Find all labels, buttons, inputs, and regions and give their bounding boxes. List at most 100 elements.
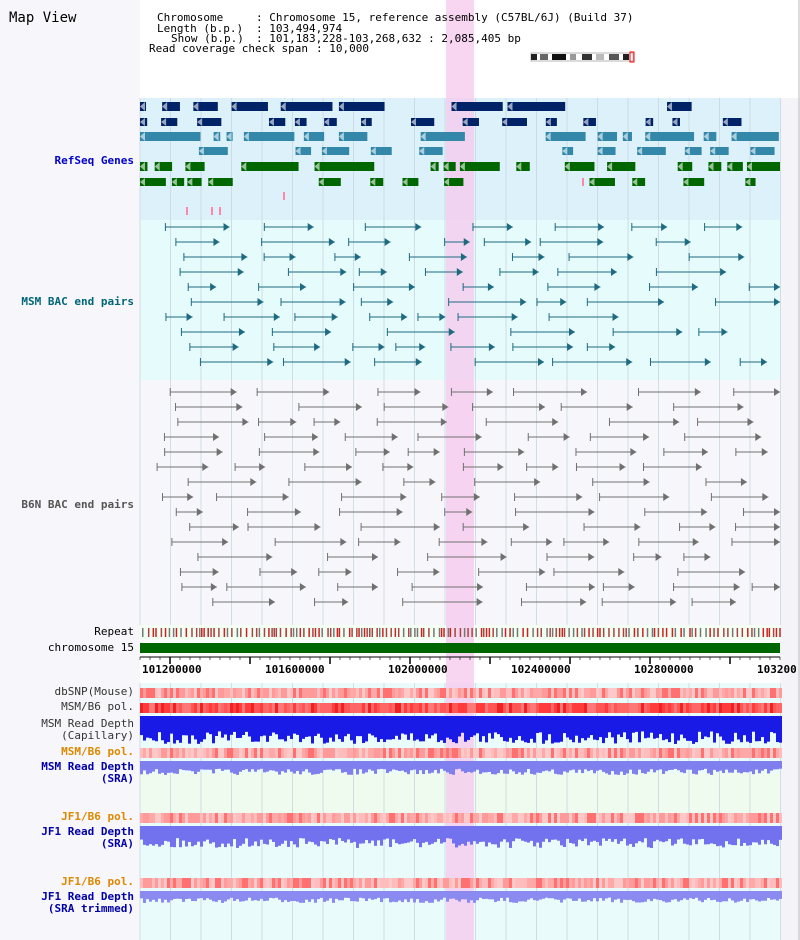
jf1-b6-pol2-cell [269,878,272,888]
jf1-b6-pol2-cell [155,878,158,888]
msm-b6-pol-cell [260,703,263,713]
msm-depth-sra-bar [356,761,359,775]
dbsnp-cell [452,688,455,698]
dbsnp-cell [653,688,656,698]
dbsnp-cell [413,688,416,698]
msm-b6-pol-cell [614,703,617,713]
jf1-b6-pol-cell [653,813,656,823]
repeat-mark [561,628,564,637]
jf1-depth-sra-bar [278,826,281,846]
jf1-b6-pol-cell [536,813,539,823]
msm-b6-pol-cell [491,703,494,713]
gene-block [677,162,693,171]
msm-depth-capillary-bar [218,716,221,732]
b6n-bac-pair-arrow [299,583,306,591]
msm-depth-sra-bar [224,761,227,770]
chromosome-ideogram-icon[interactable] [530,51,635,63]
coverage-label: Read coverage check span [149,42,308,55]
msm-depth-capillary-bar [635,716,638,732]
msm-b6-pol-cell [734,703,737,713]
msm-b6-pol2-cell [215,748,218,758]
jf1-b6-pol-cell [767,813,770,823]
show-value: : 101,183,228-103,268,632 : 2,085,405 bp [256,32,521,45]
jf1-depth-sra-bar [446,826,449,839]
repeat-track[interactable] [142,628,781,637]
msm-bac-pair-arrow [691,283,698,291]
msm-depth-sra-bar [272,761,275,771]
msm-b6-pol-cell [176,703,179,713]
msm-depth-capillary-bar [158,716,161,733]
jf1-depth-sra-bar [686,826,689,845]
jf1-b6-pol-cell [335,813,338,823]
jf1-b6-pol-cell [668,813,671,823]
dbsnp-cell [203,688,206,698]
gene-block [745,178,756,186]
msm-depth-sra-bar [269,761,272,771]
jf1-b6-pol2-cell [737,878,740,888]
jf1-depth-sra-bar [530,826,533,841]
jf1-b6-pol-cell [755,813,758,823]
track-label-b6n-bac[interactable]: B6N BAC end pairs [21,498,134,511]
msm-depth-capillary-bar [374,716,377,738]
gene-arrow [622,132,628,141]
msm-depth-sra-bar [368,761,371,770]
jf1-depth-trimmed-bar [434,891,437,900]
msm-b6-pol2-cell [407,748,410,758]
heat-tracks[interactable] [140,688,782,903]
jf1-depth-sra-bar [611,826,614,842]
jf1-depth-sra-bar [551,826,554,840]
highlight-region[interactable] [446,0,474,940]
msm-bac-pair-arrow [525,238,532,246]
b6n-bac-pairs[interactable] [156,388,780,606]
jf1-b6-pol-cell [665,813,668,823]
repeat-mark [596,628,599,637]
msm-bac-pairs[interactable] [164,223,780,366]
msm-b6-pol2-cell [767,748,770,758]
msm-b6-pol-cell [140,703,143,713]
msm-depth-capillary-bar [752,716,755,732]
dbsnp-cell [182,688,185,698]
jf1-depth-trimmed-bar [239,891,242,902]
refseq-gene-glyphs[interactable] [140,102,780,215]
msm-depth-capillary-bar [434,716,437,734]
repeat-mark [416,628,419,637]
msm-b6-pol2-cell [677,748,680,758]
msm-depth-capillary-bar [164,716,167,744]
jf1-b6-pol-cell [467,813,470,823]
repeat-mark [147,628,150,637]
msm-b6-pol-cell [167,703,170,713]
msm-depth-sra-bar [638,761,641,770]
jf1-b6-pol2-cell [317,878,320,888]
dbsnp-cell [359,688,362,698]
jf1-depth-trimmed-bar [614,891,617,900]
jf1-depth-trimmed-bar [482,891,485,899]
repeat-mark [343,628,345,637]
msm-depth-capillary-bar [575,716,578,736]
msm-depth-capillary-bar [311,716,314,744]
msm-depth-sra-bar [686,761,689,770]
track-label-refseq[interactable]: RefSeq Genes [54,154,134,167]
msm-bac-pair-arrow [289,253,296,261]
jf1-depth-sra-bar [362,826,365,844]
msm-b6-pol-cell [272,703,275,713]
jf1-b6-pol2-cell [449,878,452,888]
msm-bac-pair-arrow [460,253,467,261]
gene-arrow [154,162,160,171]
gene-arrow [318,178,324,186]
repeat-mark [727,628,729,637]
b6n-bac-pair-arrow [619,463,626,471]
b6n-bac-pair-arrow [497,463,504,471]
dbsnp-cell [509,688,512,698]
msm-b6-pol2-cell [152,748,155,758]
msm-bac-pair-arrow [736,223,743,231]
repeat-mark [504,628,507,637]
msm-depth-sra-bar [338,761,341,770]
msm-depth-capillary-bar [602,716,605,744]
track-label-msm-bac[interactable]: MSM BAC end pairs [21,295,134,308]
msm-b6-pol2-cell [344,748,347,758]
jf1-b6-pol-cell [641,813,644,823]
msm-depth-capillary-bar [425,716,428,735]
msm-bac-pair-arrow [415,223,422,231]
msm-b6-pol-cell [287,703,290,713]
